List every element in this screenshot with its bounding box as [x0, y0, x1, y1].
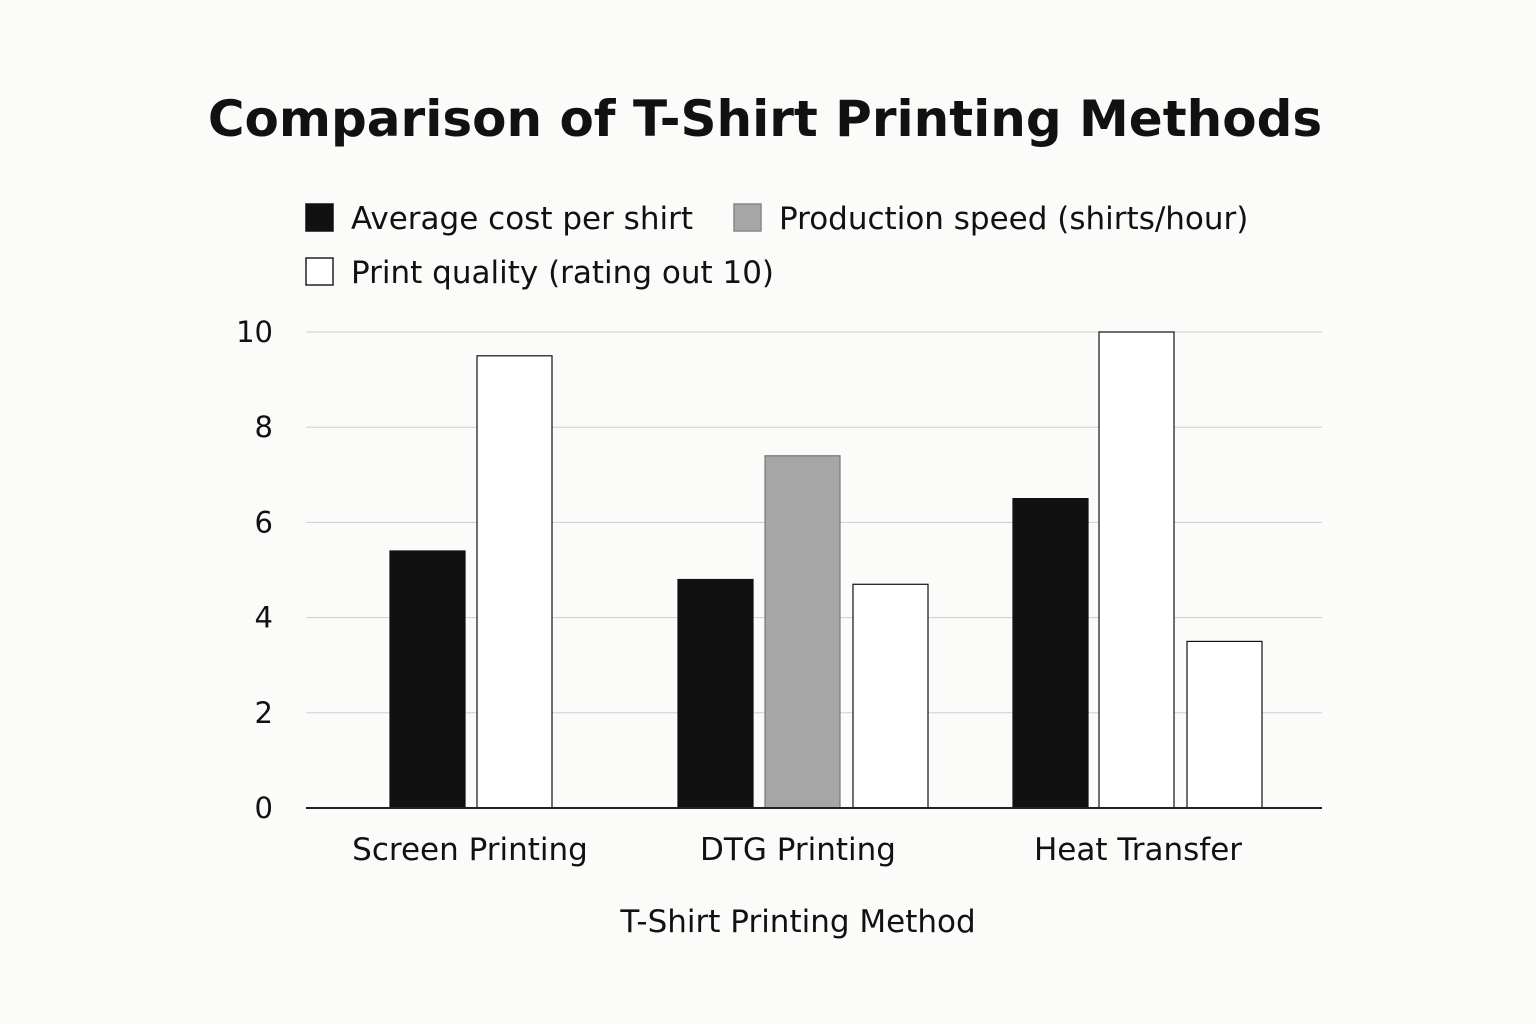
y-tick-label-6: 6 — [255, 505, 273, 539]
legend-item-print-quality: Print quality (rating out 10) — [305, 255, 774, 291]
y-tick-label-2: 2 — [255, 696, 273, 730]
y-tick-label-4: 4 — [255, 601, 273, 635]
y-tick-label-10: 10 — [236, 315, 273, 349]
legend: Average cost per shirt Production speed … — [305, 201, 1248, 291]
y-tick-label-0: 0 — [255, 791, 273, 825]
bar-screen-printing-average-cost-per-shirt — [389, 550, 466, 809]
legend-swatch-production-speed — [733, 203, 762, 232]
legend-item-average-cost: Average cost per shirt — [305, 201, 693, 237]
bar-dtg-printing-print-quality-rating-out-10 — [852, 583, 929, 809]
x-category-label-heat-transfer: Heat Transfer — [1034, 832, 1242, 868]
y-tick-label-8: 8 — [255, 410, 273, 444]
y-axis-ticks: 0 2 4 6 8 10 — [236, 315, 273, 825]
bar-heat-transfer-average-cost-per-shirt — [1012, 498, 1089, 809]
bar-heat-transfer-extra-0 — [1186, 640, 1263, 809]
bar-screen-printing-print-quality-rating-out-10 — [476, 355, 553, 809]
x-axis-categories: Screen Printing DTG Printing Heat Transfer — [352, 832, 1242, 868]
bar-dtg-printing-production-speed-shirts-hour — [764, 455, 841, 809]
bars — [389, 331, 1263, 809]
chart-title: Comparison of T-Shirt Printing Methods — [208, 90, 1322, 148]
x-axis-label: T-Shirt Printing Method — [619, 904, 975, 940]
legend-item-production-speed: Production speed (shirts/hour) — [733, 201, 1248, 237]
legend-label-print-quality: Print quality (rating out 10) — [351, 255, 774, 291]
x-category-label-dtg-printing: DTG Printing — [700, 832, 896, 868]
legend-label-average-cost: Average cost per shirt — [351, 201, 693, 237]
bar-dtg-printing-average-cost-per-shirt — [677, 578, 754, 809]
legend-swatch-print-quality — [305, 257, 334, 286]
bar-heat-transfer-print-quality-rating-out-10 — [1098, 331, 1175, 809]
legend-swatch-average-cost — [305, 203, 334, 232]
legend-label-production-speed: Production speed (shirts/hour) — [779, 201, 1248, 237]
x-category-label-screen-printing: Screen Printing — [352, 832, 588, 868]
